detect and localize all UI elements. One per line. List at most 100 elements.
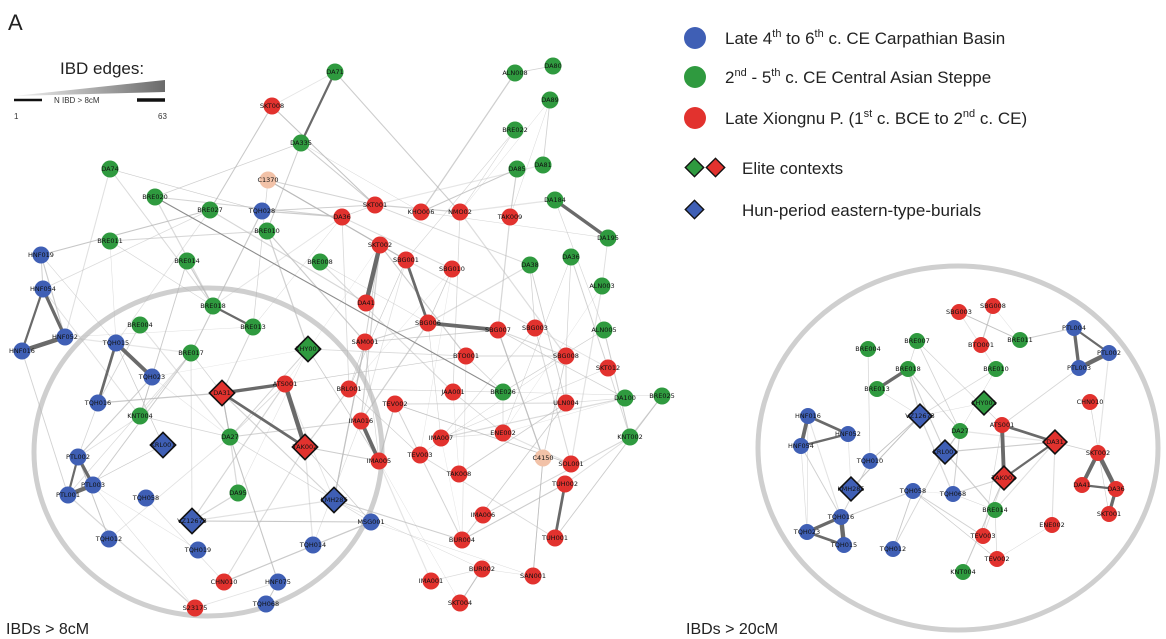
left-node: SBG007 xyxy=(485,321,511,339)
left-node-label: BRE013 xyxy=(240,323,266,331)
left-weak-edge xyxy=(42,209,211,290)
left-weak-edge xyxy=(229,436,239,494)
right-node-dot xyxy=(909,333,925,349)
right-node: DA31 xyxy=(1041,428,1069,456)
left-weak-edge xyxy=(221,392,335,501)
right-node-dot xyxy=(1066,320,1082,336)
left-node-label: TUH001 xyxy=(541,534,568,542)
left-node-label: BRE017 xyxy=(178,349,204,357)
right-node-dot xyxy=(945,486,961,502)
left-node-label: DA74 xyxy=(101,165,119,173)
left-node-dot xyxy=(101,232,119,250)
left-weak-edge xyxy=(509,99,551,218)
right-node-label: SKT002 xyxy=(1086,449,1110,457)
left-node-label: HNF052 xyxy=(52,333,78,341)
legend-hun-diamond xyxy=(684,199,705,220)
left-node-dot xyxy=(84,476,102,494)
left-node-dot xyxy=(263,97,281,115)
left-node-dot xyxy=(131,407,149,425)
left-node-label: BRE011 xyxy=(97,237,123,245)
right-node: HNF052 xyxy=(835,426,861,442)
right-node: VZ12673 xyxy=(905,402,935,430)
left-weak-edge xyxy=(97,324,141,404)
left-node: DA31 xyxy=(208,379,236,407)
right-node: SBG003 xyxy=(946,304,972,320)
right-node: BRE013 xyxy=(864,381,890,397)
left-node: BRE025 xyxy=(649,387,675,405)
right-node-label: HNF054 xyxy=(788,442,814,450)
right-node-diamond xyxy=(1041,428,1069,456)
right-node: TQH068 xyxy=(939,486,966,502)
left-weak-edge xyxy=(461,483,566,541)
left-node-label: BUR002 xyxy=(469,565,495,573)
left-weak-edge xyxy=(405,259,536,329)
left-node-label: NMO02 xyxy=(448,208,472,216)
left-weak-edge xyxy=(237,348,309,494)
left-node-dot xyxy=(146,188,164,206)
right-node: BRE010 xyxy=(983,361,1009,377)
right-node-label: VZ12673 xyxy=(905,412,935,420)
right-weak-edge xyxy=(994,509,998,560)
left-node-dot xyxy=(411,446,429,464)
left-weak-edge xyxy=(502,432,572,465)
left-node-label: TQH019 xyxy=(184,546,211,554)
left-weak-edge xyxy=(360,244,381,422)
left-node: TQH058 xyxy=(132,489,159,507)
left-weak-edge xyxy=(229,383,286,438)
right-node-label: BTO001 xyxy=(968,341,994,349)
right-weak-edge xyxy=(907,368,961,432)
left-node-dot xyxy=(544,57,562,75)
right-weak-edge xyxy=(867,348,871,462)
left-node-label: TAK009 xyxy=(497,213,523,221)
legend-elite-green-diamond xyxy=(684,157,705,178)
left-node: BTO001 xyxy=(453,347,479,365)
right-node-label: KHY001 xyxy=(971,399,997,407)
right-weak-edge xyxy=(982,424,1003,537)
left-node-label: SAN001 xyxy=(520,572,546,580)
left-weak-edge xyxy=(570,256,609,369)
left-node-dot xyxy=(182,344,200,362)
right-node-dot xyxy=(900,361,916,377)
caption-right: IBDs > 20cM xyxy=(686,621,778,638)
left-node: DA95 xyxy=(229,484,247,502)
left-weak-edge xyxy=(529,264,567,404)
right-weak-edge xyxy=(1019,327,1075,341)
left-weak-edge xyxy=(267,179,376,206)
left-node-dot xyxy=(253,202,271,220)
left-weak-edge xyxy=(334,71,461,213)
left-weak-edge xyxy=(300,142,376,206)
left-node-label: BRE026 xyxy=(490,388,516,396)
left-node-label: DA27 xyxy=(221,433,239,441)
right-weak-edge xyxy=(919,368,997,417)
left-weak-edge xyxy=(77,415,141,458)
left-node-label: BRE027 xyxy=(197,206,223,214)
right-strong-edge xyxy=(1002,440,1057,480)
left-strong-edge xyxy=(553,482,567,540)
left-node-label: C4150 xyxy=(532,454,553,462)
left-weak-edge xyxy=(229,436,279,583)
left-node: BRE008 xyxy=(307,253,333,271)
left-weak-edge xyxy=(502,391,663,397)
ibd-legend-sub: N IBD > 8cM xyxy=(54,96,100,105)
left-node-diamond xyxy=(291,433,319,461)
left-node: TQH068 xyxy=(252,595,279,613)
right-node-label: KNT004 xyxy=(950,568,976,576)
right-weak-edge xyxy=(912,490,998,560)
left-weak-edge xyxy=(64,168,111,338)
left-node-dot xyxy=(107,334,125,352)
left-node: KHO006 xyxy=(408,203,434,221)
panel-letter: A xyxy=(8,10,23,35)
right-node-dot xyxy=(1101,506,1117,522)
left-weak-edge xyxy=(341,216,350,390)
left-node-dot xyxy=(137,489,155,507)
right-weak-edge xyxy=(800,445,842,518)
right-node: TQH012 xyxy=(879,541,906,557)
left-node-dot xyxy=(546,191,564,209)
left-weak-edge xyxy=(154,196,214,307)
left-weak-edge xyxy=(497,329,544,459)
left-weak-edge xyxy=(481,568,534,577)
legend-hun: Hun-period eastern-type-burials xyxy=(742,201,981,220)
left-node-label: DA85 xyxy=(508,165,526,173)
left-node: SBG010 xyxy=(439,260,465,278)
